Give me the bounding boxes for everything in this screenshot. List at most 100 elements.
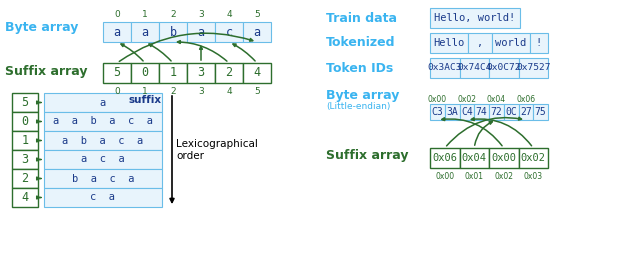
Text: 0x02: 0x02 <box>458 95 476 104</box>
Bar <box>44 112 162 131</box>
Text: 1: 1 <box>170 67 177 79</box>
Bar <box>243 63 271 83</box>
Bar <box>492 33 530 53</box>
Bar <box>445 104 460 120</box>
Text: 4: 4 <box>21 191 29 204</box>
Text: 0C: 0C <box>505 107 517 117</box>
Text: a: a <box>141 26 148 38</box>
Text: 4: 4 <box>226 10 232 19</box>
Text: a  b  a  c  a: a b a c a <box>62 136 143 145</box>
Text: 0: 0 <box>21 115 29 128</box>
Text: 5: 5 <box>254 87 260 96</box>
Bar <box>530 33 548 53</box>
Bar <box>159 63 187 83</box>
Text: 3: 3 <box>21 153 29 166</box>
Bar <box>44 188 162 207</box>
Text: suffix: suffix <box>129 95 161 105</box>
Text: 72: 72 <box>490 107 502 117</box>
Bar <box>468 33 492 53</box>
Text: Hello, world!: Hello, world! <box>435 13 516 23</box>
Bar <box>131 22 159 42</box>
Text: 27: 27 <box>520 107 532 117</box>
Text: 0x3AC3: 0x3AC3 <box>428 64 462 73</box>
Text: (Little-endian): (Little-endian) <box>326 101 390 111</box>
Text: !: ! <box>536 38 542 48</box>
Text: Byte array: Byte array <box>5 21 78 34</box>
Text: Suffix array: Suffix array <box>326 148 408 161</box>
Text: Token IDs: Token IDs <box>326 62 393 75</box>
Text: 75: 75 <box>535 107 547 117</box>
Bar <box>187 22 215 42</box>
Text: a  a  b  a  c  a: a a b a c a <box>53 117 153 126</box>
Text: C3: C3 <box>431 107 444 117</box>
Bar <box>430 148 460 168</box>
Bar <box>489 148 518 168</box>
Bar <box>533 104 548 120</box>
Text: 0: 0 <box>114 87 120 96</box>
Bar <box>12 93 38 112</box>
Bar <box>518 104 533 120</box>
Bar <box>460 148 489 168</box>
Text: 3: 3 <box>197 67 205 79</box>
Text: 0x06: 0x06 <box>432 153 457 163</box>
Text: a: a <box>197 26 205 38</box>
Text: Train data: Train data <box>326 12 397 24</box>
Text: a: a <box>253 26 260 38</box>
Text: Lexicographical
order: Lexicographical order <box>176 139 258 161</box>
Bar <box>44 150 162 169</box>
Bar <box>518 148 548 168</box>
Text: 4: 4 <box>226 87 232 96</box>
Text: 3: 3 <box>198 87 204 96</box>
Text: 5: 5 <box>113 67 120 79</box>
Text: b  a  c  a: b a c a <box>72 174 134 183</box>
Text: 4: 4 <box>253 67 260 79</box>
Bar <box>489 58 518 78</box>
Text: 0: 0 <box>114 10 120 19</box>
Bar <box>504 104 518 120</box>
Text: 2: 2 <box>170 87 176 96</box>
Text: 1: 1 <box>142 10 148 19</box>
Bar <box>215 22 243 42</box>
Text: 0x06: 0x06 <box>516 95 536 104</box>
Text: 0: 0 <box>141 67 148 79</box>
Bar <box>430 33 468 53</box>
Text: 0x01: 0x01 <box>465 172 484 181</box>
Text: 0x7527: 0x7527 <box>516 64 550 73</box>
Bar <box>460 58 489 78</box>
Text: Hello: Hello <box>433 38 465 48</box>
Text: C4: C4 <box>461 107 473 117</box>
Text: 0x03: 0x03 <box>524 172 543 181</box>
Text: b: b <box>170 26 177 38</box>
Bar <box>131 63 159 83</box>
Text: a: a <box>113 26 120 38</box>
Text: Tokenized: Tokenized <box>326 37 396 50</box>
Text: c  a: c a <box>90 192 115 202</box>
Bar <box>460 104 474 120</box>
Text: 0x00: 0x00 <box>492 153 516 163</box>
Text: 0x0C72: 0x0C72 <box>486 64 521 73</box>
Text: 2: 2 <box>170 10 176 19</box>
Text: Byte array: Byte array <box>326 89 399 103</box>
Text: Suffix array: Suffix array <box>5 65 88 78</box>
Text: 0x02: 0x02 <box>521 153 546 163</box>
Bar <box>489 104 504 120</box>
Bar <box>103 63 131 83</box>
Text: 0x04: 0x04 <box>487 95 506 104</box>
Bar <box>430 8 520 28</box>
Bar <box>159 22 187 42</box>
Bar <box>12 150 38 169</box>
Text: 5: 5 <box>21 96 29 109</box>
Text: 0x00: 0x00 <box>428 95 447 104</box>
Text: a  c  a: a c a <box>81 155 125 164</box>
Text: 1: 1 <box>142 87 148 96</box>
Bar <box>44 93 162 112</box>
Bar <box>518 58 548 78</box>
Bar <box>430 104 445 120</box>
Bar <box>474 104 489 120</box>
Bar <box>103 22 131 42</box>
Text: 74: 74 <box>476 107 488 117</box>
Text: 1: 1 <box>21 134 29 147</box>
Text: 0x00: 0x00 <box>435 172 454 181</box>
Bar <box>44 169 162 188</box>
Bar <box>44 131 162 150</box>
